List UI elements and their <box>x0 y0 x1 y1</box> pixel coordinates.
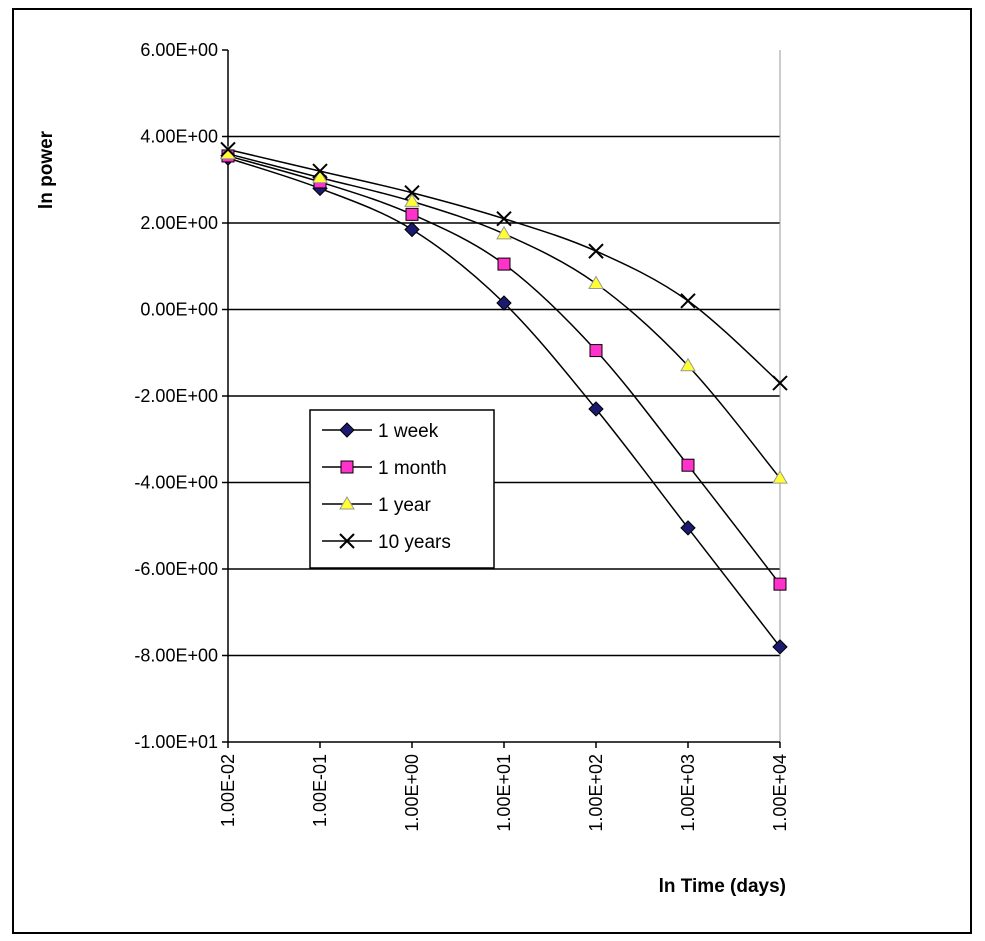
series-1-point-5 <box>681 458 695 472</box>
legend-marker-3 <box>339 533 355 549</box>
series-2-point-4 <box>588 275 604 290</box>
legend-marker-1 <box>340 460 354 474</box>
series-2-point-2 <box>404 193 420 207</box>
x-tick-label-3: 1.00E+01 <box>494 754 514 832</box>
series-3-point-3 <box>496 210 512 227</box>
legend-label-3: 10 years <box>378 532 451 553</box>
line-chart: 6.00E+00 4.00E+00 2.00E+00 0.00E+00 -2.00E+0… <box>36 40 790 897</box>
y-tick-label-1: 4.00E+00 <box>140 127 218 147</box>
series-3-point-2 <box>404 185 420 201</box>
series-0-point-5 <box>680 520 696 536</box>
series-3-point-5 <box>680 293 696 309</box>
series-0-point-4 <box>588 401 604 417</box>
y-tick-label-5: -4.00E+00 <box>134 473 218 493</box>
y-tick-label-4: -2.00E+00 <box>134 386 218 406</box>
chart-frame: 6.00E+00 4.00E+00 2.00E+00 0.00E+00 -2.00E+0… <box>12 8 972 934</box>
series-2-point-6 <box>772 470 788 484</box>
x-tick-label-0: 1.00E-02 <box>218 754 238 827</box>
series-3-point-2-b <box>404 185 420 201</box>
series-3-point-6 <box>772 375 788 391</box>
x-tick-label-4: 1.00E+02 <box>586 754 606 832</box>
legend-marker-0 <box>339 422 355 438</box>
series-1-point-4 <box>589 344 603 358</box>
y-tick-label-8: -1.00E+01 <box>134 732 218 752</box>
x-tick-label-5: 1.00E+03 <box>678 754 698 832</box>
legend: 1 week 1 month 1 year 10 years <box>309 409 495 569</box>
series-3-point-0-b <box>220 141 236 158</box>
legend-label-1: 1 month <box>378 458 447 479</box>
series-1-point-3 <box>497 257 511 271</box>
legend-label-2: 1 year <box>378 495 431 516</box>
series-3-point-5-b <box>680 293 696 309</box>
y-tick-label-7: -8.00E+00 <box>134 646 218 666</box>
series-3-point-4 <box>588 243 604 259</box>
y-axis-title: ln power <box>36 130 57 209</box>
series-2-point-1 <box>312 169 328 184</box>
series-0-point-3 <box>496 295 512 311</box>
legend-marker-3-b <box>339 533 355 549</box>
series-0-point-2 <box>404 221 420 238</box>
x-axis-title: ln Time (days) <box>659 876 786 897</box>
series-2-point-5 <box>680 357 696 372</box>
series-3-point-6-b <box>772 375 788 391</box>
y-tick-label-6: -6.00E+00 <box>134 559 218 579</box>
series-1-point-6 <box>773 577 787 591</box>
y-tick-label-3: 0.00E+00 <box>140 300 218 320</box>
series-3-point-3-b <box>496 210 512 227</box>
x-tick-label-6: 1.00E+04 <box>770 754 790 832</box>
series-0-point-6 <box>772 639 788 655</box>
series-1-point-2 <box>405 207 419 221</box>
legend-label-0: 1 week <box>378 421 439 442</box>
series-2-point-3 <box>496 225 512 240</box>
x-tick-label-1: 1.00E-01 <box>310 754 330 827</box>
x-tick-label-2: 1.00E+00 <box>402 754 422 832</box>
y-tick-label-0: 6.00E+00 <box>140 40 218 60</box>
legend-marker-2 <box>339 496 355 510</box>
series-3-point-0 <box>220 141 236 158</box>
y-tick-label-2: 2.00E+00 <box>140 213 218 233</box>
series-3-point-1-b <box>312 163 328 179</box>
series-3-point-1 <box>312 163 328 179</box>
series-3-point-4-b <box>588 243 604 259</box>
